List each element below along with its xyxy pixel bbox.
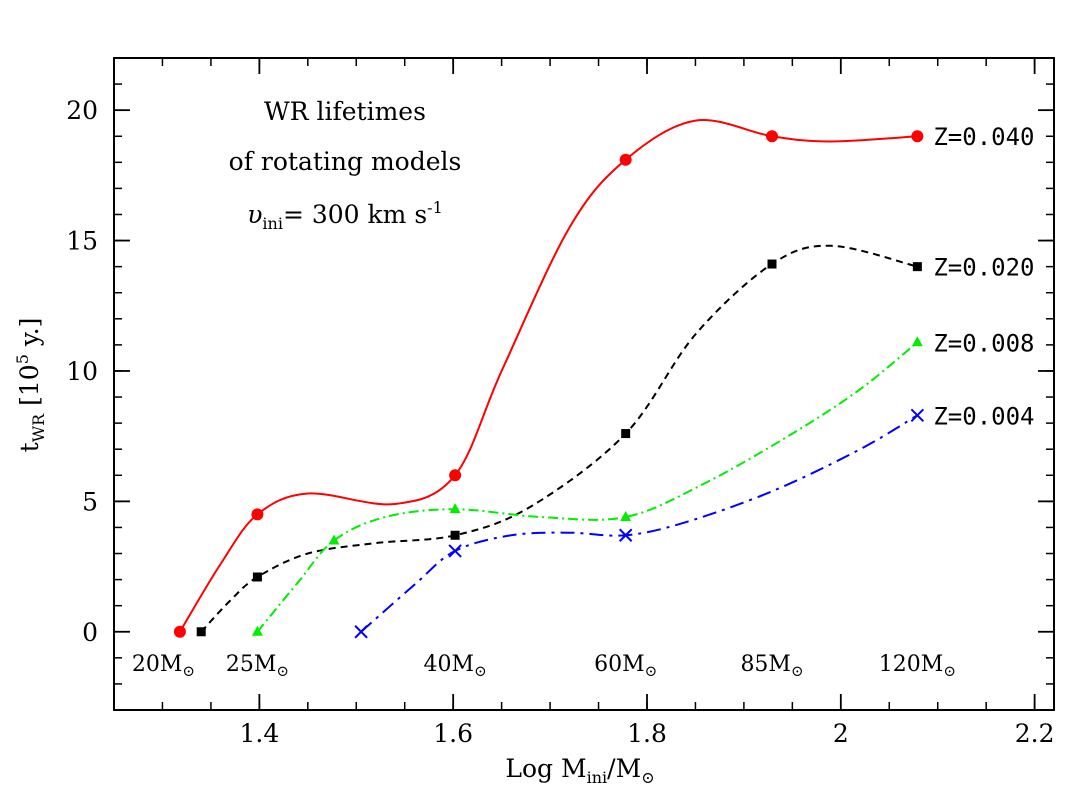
title-line-2: of rotating models <box>229 147 462 176</box>
cross-stroke <box>448 544 462 558</box>
mass-label: 60M⊙ <box>594 652 657 680</box>
mass-label: 85M⊙ <box>740 652 803 680</box>
series-line-z-0-008 <box>256 341 919 633</box>
cross-stroke <box>354 625 368 639</box>
title-line-1: WR lifetimes <box>264 97 426 126</box>
x-tick-label: 1.8 <box>627 719 667 748</box>
series-label-z-0-004: Z=0.004 <box>933 402 1034 430</box>
minor-ticks <box>113 57 1054 711</box>
data-point-z-0-008 <box>251 625 263 636</box>
cross-stroke <box>618 528 633 542</box>
data-point-z-0-020 <box>767 259 777 269</box>
series-label-z-0-040: Z=0.040 <box>933 123 1034 151</box>
y-tick-label: 5 <box>82 487 98 516</box>
x-tick-label: 2.2 <box>1015 719 1055 748</box>
mass-label: 25M⊙ <box>226 652 289 680</box>
data-point-z-0-020 <box>252 572 262 582</box>
major-ticks <box>114 58 1054 710</box>
data-point-z-0-008 <box>620 511 632 522</box>
series-label-z-0-020: Z=0.020 <box>933 254 1034 282</box>
x-tick-label: 2 <box>833 719 849 748</box>
data-point-z-0-040 <box>449 469 462 482</box>
data-point-z-0-040 <box>619 153 632 166</box>
data-point-z-0-004 <box>354 625 368 639</box>
tick-labels: 1.4 1.6 1.8 2 2.2 0 5 10 15 20 <box>66 96 1054 748</box>
series-line-z-0-004 <box>360 414 918 633</box>
data-point-z-0-040 <box>251 508 264 521</box>
data-point-z-0-008 <box>328 534 340 545</box>
data-point-z-0-008 <box>449 503 461 514</box>
y-tick-label: 15 <box>66 227 98 256</box>
plot-frame <box>113 57 1055 711</box>
x-axis-label: Log Mini/M⊙ <box>505 754 654 787</box>
series-labels: Z=0.040 Z=0.020 Z=0.008 Z=0.004 <box>933 123 1034 430</box>
y-tick-label: 10 <box>66 357 98 386</box>
data-point-z-0-008 <box>911 336 923 347</box>
series-label-z-0-008: Z=0.008 <box>933 329 1034 357</box>
series-markers <box>173 130 925 639</box>
cross-stroke <box>910 408 925 423</box>
data-point-z-0-040 <box>766 130 778 143</box>
mass-label: 120M⊙ <box>879 652 956 680</box>
data-point-z-0-020 <box>912 262 922 272</box>
data-point-z-0-040 <box>911 130 924 143</box>
mass-labels: 20M⊙ 25M⊙ 40M⊙ 60M⊙ 85M⊙ 120M⊙ <box>132 652 956 680</box>
data-point-z-0-004 <box>910 408 925 423</box>
data-point-z-0-020 <box>450 530 460 540</box>
series-curves <box>179 118 919 633</box>
mass-label: 20M⊙ <box>132 652 195 680</box>
x-tick-label: 1.4 <box>239 719 279 748</box>
data-point-z-0-020 <box>621 429 631 439</box>
y-axis-label: tWR [105 y.] <box>13 318 48 453</box>
y-tick-label: 0 <box>82 618 98 647</box>
data-point-z-0-040 <box>173 625 186 638</box>
data-point-z-0-004 <box>618 528 633 542</box>
velocity-annotation: υini= 300 km s-1 <box>247 198 443 233</box>
mass-label: 40M⊙ <box>424 652 487 680</box>
data-point-z-0-020 <box>196 627 206 637</box>
y-tick-label: 20 <box>66 96 98 125</box>
data-point-z-0-004 <box>448 544 462 558</box>
x-tick-label: 1.6 <box>433 719 473 748</box>
series-line-z-0-040 <box>179 118 918 633</box>
series-line-z-0-020 <box>200 244 918 633</box>
